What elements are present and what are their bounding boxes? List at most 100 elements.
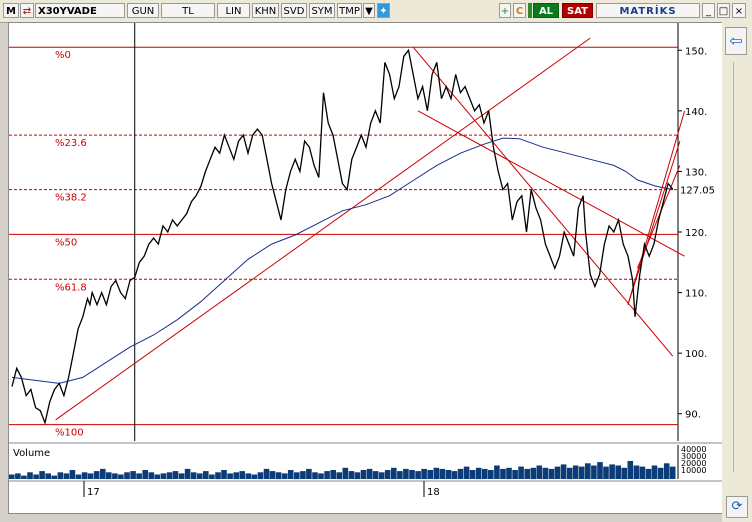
symbol-change-icon[interactable]: ⇄: [20, 3, 34, 18]
y-tick-label: 140.: [685, 107, 707, 118]
moving-average-line: [11, 137, 673, 384]
sidebar-scroll-track[interactable]: [733, 62, 742, 472]
volume-bar: [518, 466, 524, 479]
buy-button[interactable]: AL: [533, 3, 559, 18]
volume-bar: [603, 466, 609, 479]
currency-button[interactable]: TL: [161, 3, 215, 18]
volume-bar: [639, 466, 646, 479]
y-tick-label: 120.: [685, 228, 707, 239]
volume-tick-label: 40000: [681, 445, 706, 454]
sell-button[interactable]: SAT: [562, 3, 593, 18]
period-button[interactable]: GUN: [127, 3, 159, 18]
sym-button[interactable]: SYM: [309, 3, 335, 18]
volume-tick-label: 10000: [681, 466, 706, 475]
volume-bar: [463, 466, 470, 479]
refresh-icon[interactable]: C: [513, 3, 526, 18]
close-icon[interactable]: ×: [732, 3, 746, 18]
volume-bar: [221, 470, 227, 479]
volume-bar: [93, 471, 100, 479]
volume-bar: [51, 475, 57, 479]
volume-bar: [384, 470, 391, 479]
right-sidebar: ⇦ ⟳: [722, 22, 752, 522]
back-arrow-icon[interactable]: ⇦: [725, 27, 747, 55]
volume-bar: [203, 471, 209, 479]
y-tick-label: 150.: [685, 46, 707, 57]
volume-bar: [506, 467, 512, 480]
volume-bar: [433, 467, 440, 480]
trend-line: [417, 110, 685, 257]
volume-bar: [348, 471, 355, 479]
price-series-line: [11, 48, 674, 426]
volume-bar: [294, 472, 300, 480]
volume-bar: [451, 471, 458, 479]
volume-bar: [27, 472, 33, 480]
volume-bar: [63, 473, 70, 479]
maximize-icon[interactable]: □: [717, 3, 730, 18]
khn-button[interactable]: KHN: [252, 3, 279, 18]
volume-bar: [651, 465, 658, 479]
volume-bar: [106, 472, 112, 480]
volume-bar: [318, 473, 324, 479]
volume-bar: [312, 472, 318, 480]
volume-bar: [233, 472, 239, 480]
volume-bar: [239, 471, 245, 479]
tmp-button[interactable]: TMP: [337, 3, 362, 18]
scale-button[interactable]: LIN: [217, 3, 250, 18]
y-tick-label: 90.: [685, 410, 701, 421]
trend-line: [412, 46, 674, 357]
matriks-logo: M: [3, 3, 19, 18]
volume-bar: [342, 467, 349, 480]
twitter-bird-icon[interactable]: ✦: [377, 3, 390, 18]
volume-bar: [360, 470, 367, 479]
svd-button[interactable]: SVD: [281, 3, 307, 18]
dropdown-chevron-icon[interactable]: ▼: [363, 3, 375, 18]
last-value-label: 127.05: [680, 185, 715, 196]
volume-bar: [178, 473, 185, 479]
volume-bar: [548, 468, 555, 479]
volume-bar: [39, 471, 45, 479]
volume-bar: [69, 470, 76, 479]
minimize-icon[interactable]: _: [702, 3, 715, 18]
volume-bar: [645, 468, 652, 479]
volume-bar: [657, 467, 664, 480]
volume-bar: [330, 470, 336, 479]
volume-bar: [609, 464, 615, 479]
volume-bar: [190, 472, 197, 480]
volume-bar: [184, 468, 191, 479]
volume-bar: [445, 470, 452, 479]
volume-bar: [81, 472, 88, 480]
volume-bar: [269, 471, 276, 479]
trend-line: [627, 140, 681, 305]
volume-bar: [615, 465, 621, 479]
volume-bar: [130, 471, 136, 479]
volume-bar: [585, 463, 591, 480]
fib-level-label: %50: [55, 237, 77, 248]
volume-bar: [421, 468, 427, 479]
volume-bar: [500, 468, 506, 479]
volume-bar: [136, 473, 142, 479]
volume-bar: [663, 463, 670, 480]
price-chart[interactable]: %0 %23.6 %38.2 %50 %61.8 %100 90. 100. 110. 120. 1…: [9, 23, 743, 513]
volume-bar: [439, 468, 446, 479]
volume-bar: [536, 465, 543, 479]
symbol-field[interactable]: X30YVADE: [35, 3, 125, 18]
volume-bar: [488, 470, 494, 479]
volume-bar: [227, 473, 233, 479]
chart-area[interactable]: %0 %23.6 %38.2 %50 %61.8 %100 90. 100. 110. 120. 1…: [8, 22, 744, 514]
volume-bar: [251, 474, 258, 479]
plus-icon[interactable]: +: [499, 3, 511, 18]
volume-bar: [554, 466, 561, 479]
volume-bar: [209, 474, 215, 479]
volume-bar: [524, 468, 530, 479]
volume-bar: [409, 470, 415, 479]
y-tick-label: 130.: [685, 167, 707, 178]
volume-label: Volume: [13, 448, 50, 459]
volume-tick-label: 30000: [681, 452, 706, 461]
volume-bar: [87, 473, 94, 479]
volume-tick-label: 20000: [681, 459, 706, 468]
volume-bar: [172, 471, 179, 479]
sync-icon[interactable]: ⟳: [726, 496, 748, 518]
chart-background: [9, 23, 743, 513]
volume-bar: [281, 473, 288, 479]
volume-bar: [391, 467, 397, 480]
